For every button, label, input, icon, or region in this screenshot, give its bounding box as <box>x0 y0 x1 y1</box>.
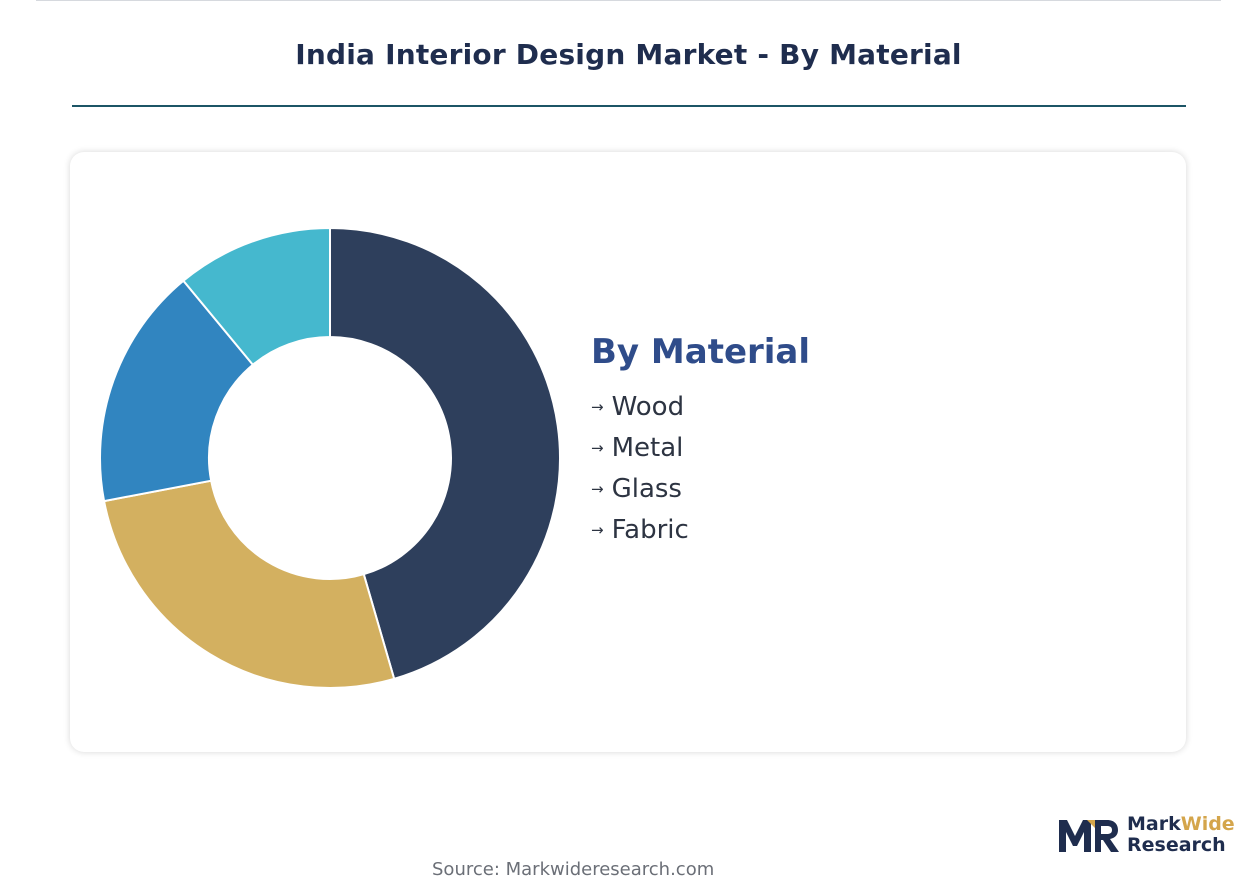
legend-label: Metal <box>611 432 684 463</box>
legend-item-glass: → Glass <box>591 468 810 509</box>
chart-card: By Material → Wood → Metal → Glass → Fab… <box>70 152 1186 752</box>
legend-label: Wood <box>611 391 685 422</box>
arrow-right-icon: → <box>591 397 604 416</box>
legend: By Material → Wood → Metal → Glass → Fab… <box>591 332 810 550</box>
arrow-right-icon: → <box>591 479 604 498</box>
page-title: India Interior Design Market - By Materi… <box>295 38 962 71</box>
arrow-right-icon: → <box>591 438 604 457</box>
legend-item-fabric: → Fabric <box>591 509 810 550</box>
donut-slice-metal <box>102 479 396 689</box>
donut-slice-fabric <box>181 226 331 367</box>
source-note: Source: Markwideresearch.com <box>432 859 715 880</box>
markwide-logo: MarkWide Research <box>1057 814 1243 856</box>
logo-mark-icon <box>1059 820 1119 852</box>
legend-item-metal: → Metal <box>591 427 810 468</box>
logo-word-research: Research <box>1127 834 1226 856</box>
logo-word-wide: Wide <box>1180 813 1235 835</box>
arrow-right-icon: → <box>591 520 604 539</box>
logo-word-mark: Mark <box>1127 813 1181 835</box>
legend-item-wood: → Wood <box>591 386 810 427</box>
legend-label: Fabric <box>611 514 689 545</box>
title-underline <box>72 105 1186 107</box>
donut-chart <box>99 226 561 689</box>
top-divider <box>36 0 1221 1</box>
donut-slice-glass <box>99 279 255 503</box>
logo-wordmark: MarkWide Research <box>1127 814 1235 856</box>
donut-slice-wood <box>329 226 561 681</box>
legend-label: Glass <box>611 473 682 504</box>
legend-title: By Material <box>591 332 811 372</box>
